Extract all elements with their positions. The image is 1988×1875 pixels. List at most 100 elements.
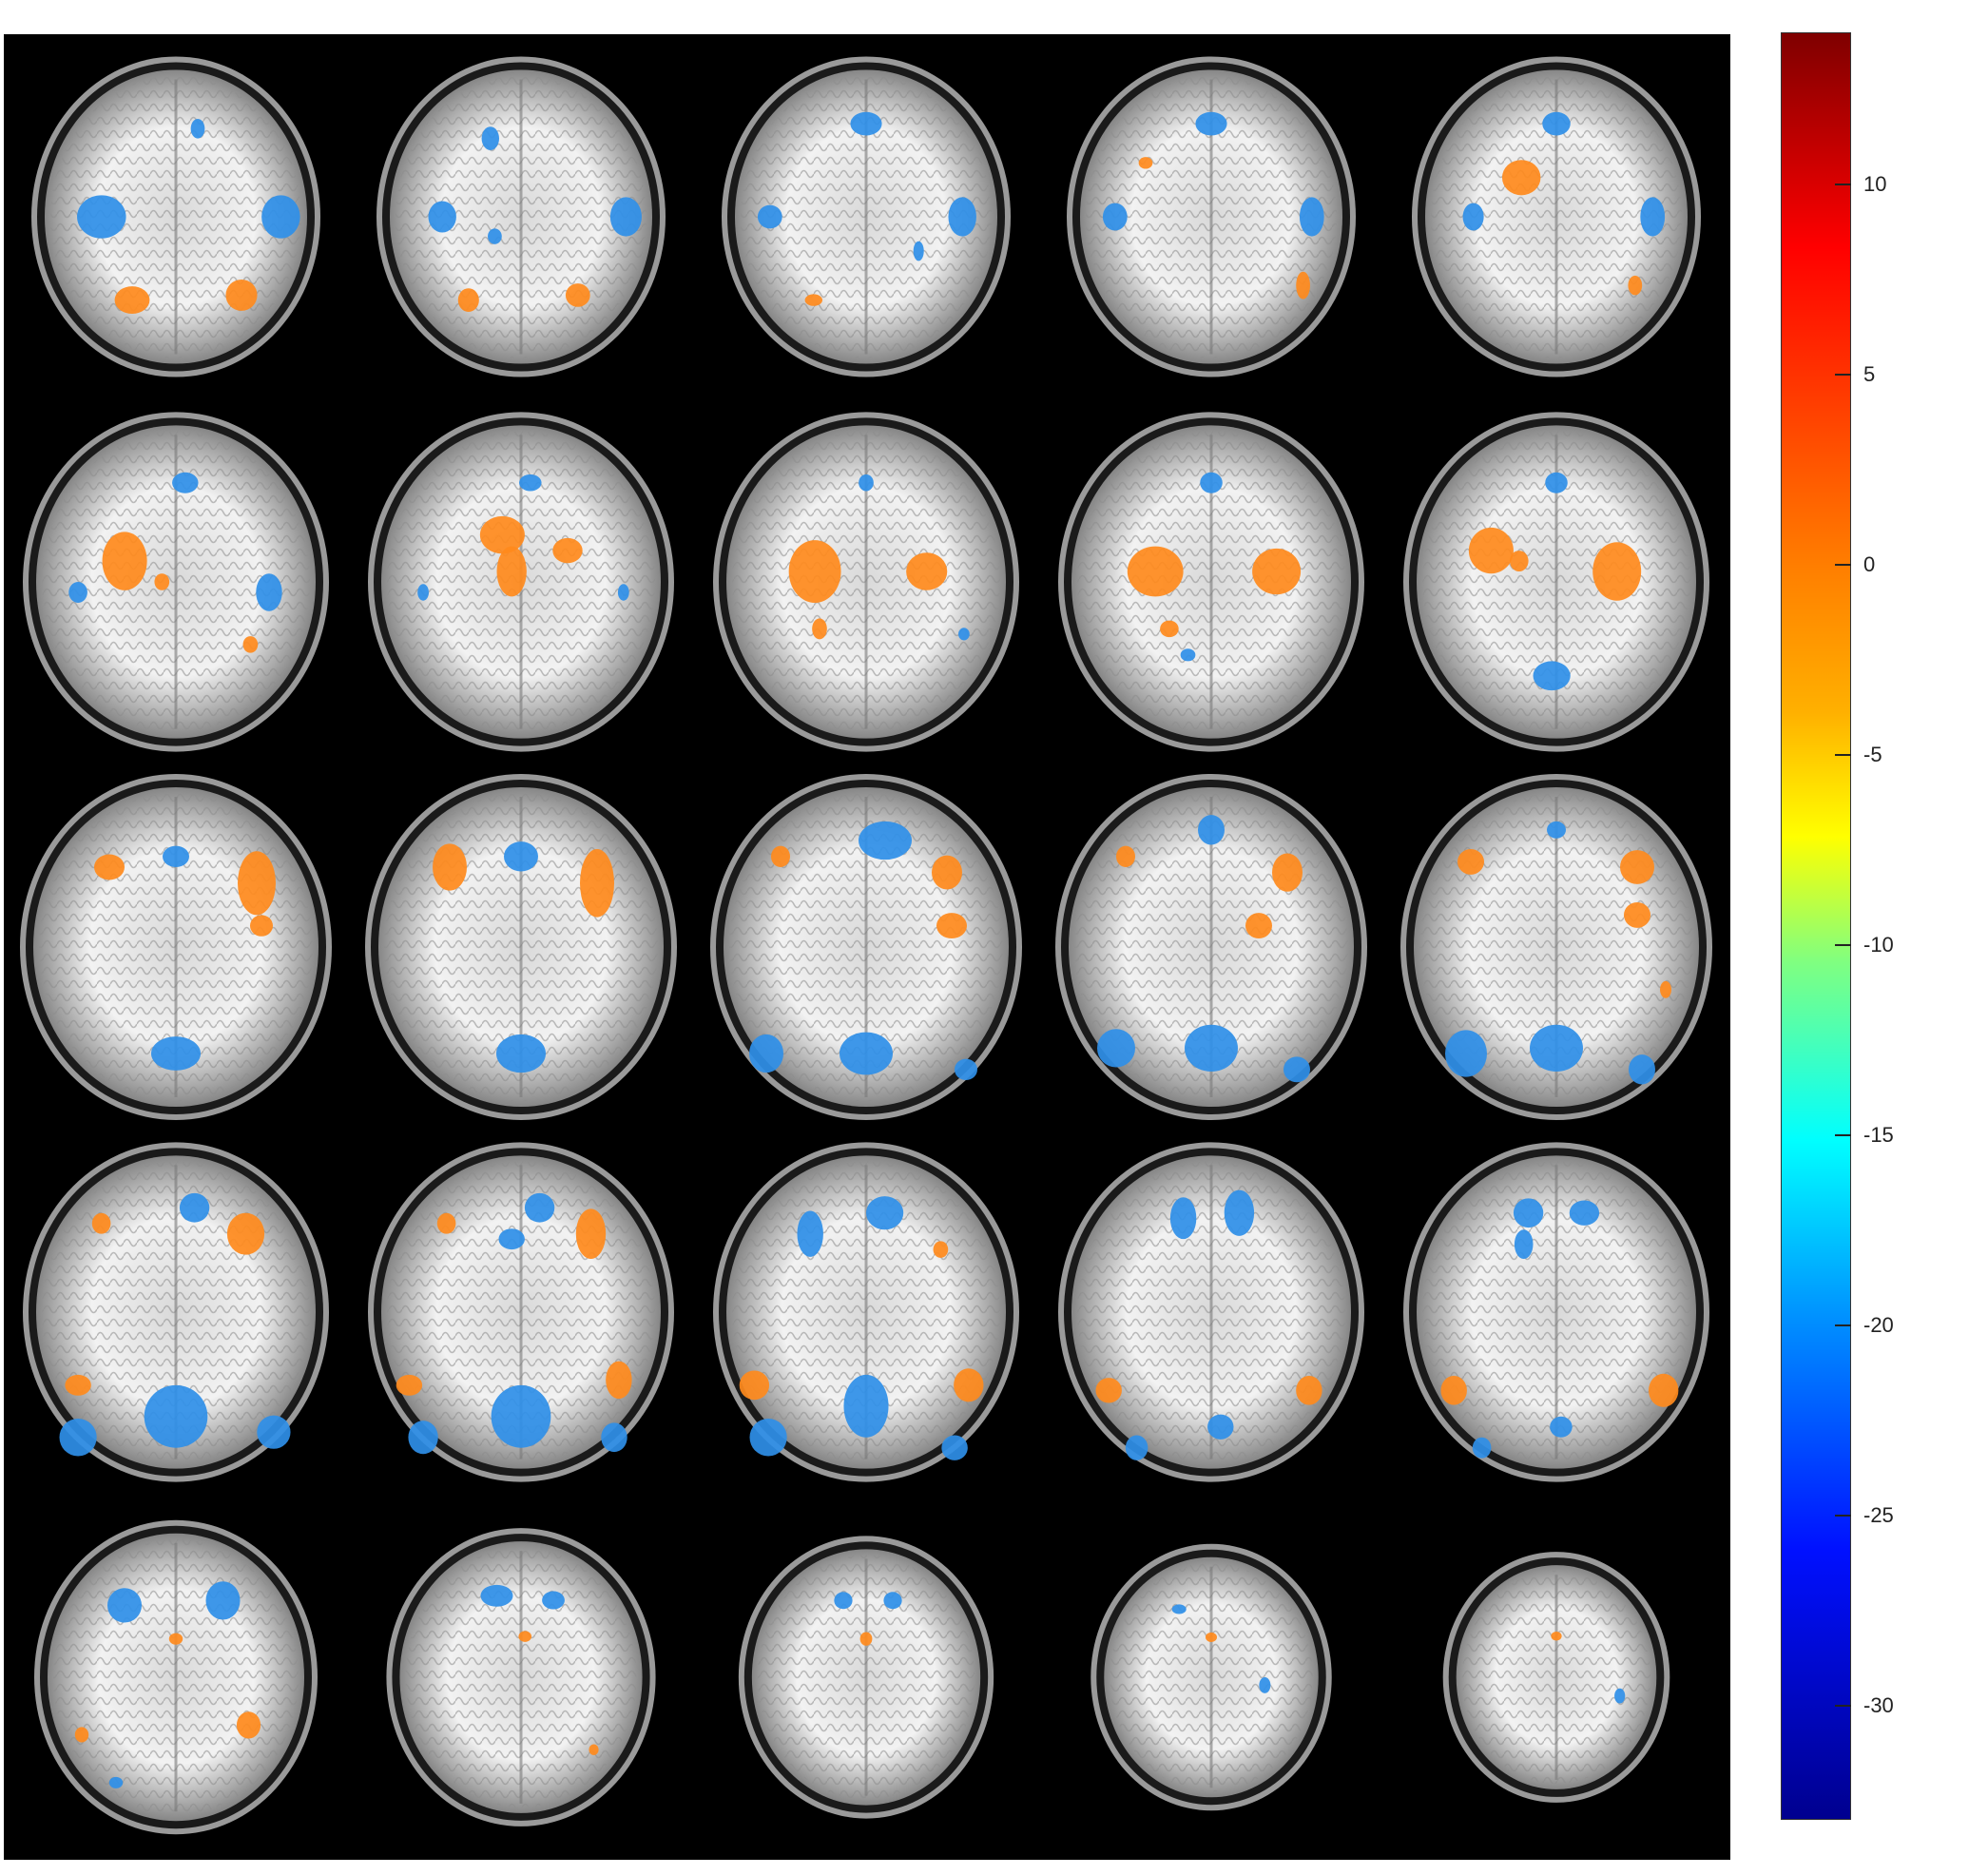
brain-slice: [1384, 399, 1729, 764]
brain-slice: [4, 1495, 349, 1860]
positive-activation-cluster: [1551, 1632, 1562, 1641]
negative-activation-cluster: [261, 195, 300, 239]
positive-activation-cluster: [812, 618, 827, 640]
brain-slice: [1039, 399, 1384, 764]
axial-brain-image: [23, 1142, 329, 1482]
positive-activation-cluster: [1624, 901, 1650, 928]
negative-activation-cluster: [797, 1210, 823, 1257]
axial-brain-image: [1055, 774, 1367, 1120]
positive-activation-cluster: [236, 1711, 261, 1739]
negative-activation-cluster: [491, 1384, 551, 1448]
brain-slice: [349, 399, 694, 764]
colorbar-tick-mark: [1835, 1134, 1851, 1136]
brain-slice: [4, 399, 349, 764]
negative-activation-cluster: [1629, 1054, 1655, 1085]
positive-activation-cluster: [1501, 160, 1541, 196]
positive-activation-cluster: [932, 855, 962, 890]
negative-activation-cluster: [151, 1036, 201, 1071]
negative-activation-cluster: [1545, 472, 1568, 493]
negative-activation-cluster: [859, 474, 874, 492]
negative-activation-cluster: [163, 845, 189, 867]
axial-brain-image: [1412, 56, 1701, 377]
brain-slice-montage: [4, 34, 1730, 1860]
negative-activation-cluster: [843, 1374, 889, 1438]
positive-activation-cluster: [94, 854, 125, 880]
positive-activation-cluster: [1296, 271, 1310, 300]
axial-brain-image: [368, 1142, 674, 1482]
negative-activation-cluster: [1514, 1229, 1534, 1260]
positive-activation-cluster: [65, 1374, 91, 1396]
negative-activation-cluster: [190, 118, 205, 139]
brain-slice: [694, 34, 1039, 399]
negative-activation-cluster: [77, 195, 126, 239]
negative-activation-cluster: [859, 821, 912, 860]
negative-activation-cluster: [834, 1592, 853, 1610]
negative-activation-cluster: [257, 1415, 291, 1449]
axial-brain-image: [1058, 1142, 1364, 1482]
negative-activation-cluster: [609, 197, 642, 237]
colorbar-tick-label: 0: [1863, 552, 1876, 576]
brain-slice: [1384, 1495, 1729, 1860]
negative-activation-cluster: [1207, 1414, 1234, 1440]
positive-activation-cluster: [226, 1212, 265, 1255]
brain-slice: [349, 1495, 694, 1860]
axial-brain-image: [1091, 1543, 1332, 1811]
positive-activation-cluster: [1660, 980, 1671, 998]
brain-slice: [694, 1130, 1039, 1495]
negative-activation-cluster: [850, 111, 882, 136]
negative-activation-cluster: [1614, 1688, 1626, 1704]
positive-activation-cluster: [552, 537, 583, 564]
positive-activation-cluster: [771, 845, 790, 867]
negative-activation-cluster: [1180, 648, 1196, 662]
positive-activation-cluster: [1649, 1373, 1679, 1407]
axial-brain-image: [1058, 412, 1364, 752]
positive-activation-cluster: [1628, 275, 1643, 296]
negative-activation-cluster: [542, 1591, 565, 1610]
negative-activation-cluster: [883, 1592, 902, 1610]
axial-brain-image: [1403, 1142, 1709, 1482]
positive-activation-cluster: [589, 1744, 599, 1755]
negative-activation-cluster: [256, 573, 282, 611]
axial-brain-image: [365, 774, 677, 1120]
colorbar-tick-label: -10: [1863, 933, 1894, 957]
positive-activation-cluster: [433, 843, 467, 891]
negative-activation-cluster: [59, 1418, 97, 1457]
colorbar-tick-label: -15: [1863, 1123, 1894, 1147]
positive-activation-cluster: [496, 546, 527, 597]
negative-activation-cluster: [1125, 1435, 1148, 1460]
axial-brain-image: [1067, 56, 1356, 377]
positive-activation-cluster: [1620, 850, 1654, 884]
negative-activation-cluster: [1185, 1024, 1238, 1073]
positive-activation-cluster: [225, 279, 258, 311]
positive-activation-cluster: [1592, 542, 1642, 601]
axial-brain-image: [722, 56, 1011, 377]
brain-slice: [694, 764, 1039, 1130]
colorbar-tick-label: -20: [1863, 1313, 1894, 1337]
positive-activation-cluster: [954, 1368, 984, 1402]
negative-activation-cluster: [1097, 1029, 1135, 1068]
negative-activation-cluster: [941, 1435, 968, 1460]
negative-activation-cluster: [1171, 1604, 1187, 1614]
positive-activation-cluster: [1095, 1378, 1122, 1403]
negative-activation-cluster: [1259, 1677, 1271, 1693]
positive-activation-cluster: [1116, 845, 1135, 867]
positive-activation-cluster: [74, 1727, 89, 1743]
positive-activation-cluster: [1440, 1375, 1467, 1405]
negative-activation-cluster: [913, 241, 924, 261]
axial-brain-image: [710, 774, 1022, 1120]
positive-activation-cluster: [114, 286, 150, 315]
colorbar-tick-mark: [1835, 1515, 1851, 1517]
axial-brain-image: [1400, 774, 1712, 1120]
axial-brain-image: [376, 56, 666, 377]
negative-activation-cluster: [1195, 111, 1227, 136]
positive-activation-cluster: [396, 1374, 423, 1396]
negative-activation-cluster: [1542, 111, 1571, 136]
positive-activation-cluster: [102, 532, 147, 590]
positive-activation-cluster: [1138, 157, 1153, 169]
negative-activation-cluster: [1530, 1024, 1583, 1073]
positive-activation-cluster: [575, 1208, 607, 1260]
positive-activation-cluster: [250, 915, 273, 937]
positive-activation-cluster: [436, 1212, 456, 1234]
negative-activation-cluster: [1533, 661, 1571, 691]
positive-activation-cluster: [1296, 1375, 1322, 1405]
